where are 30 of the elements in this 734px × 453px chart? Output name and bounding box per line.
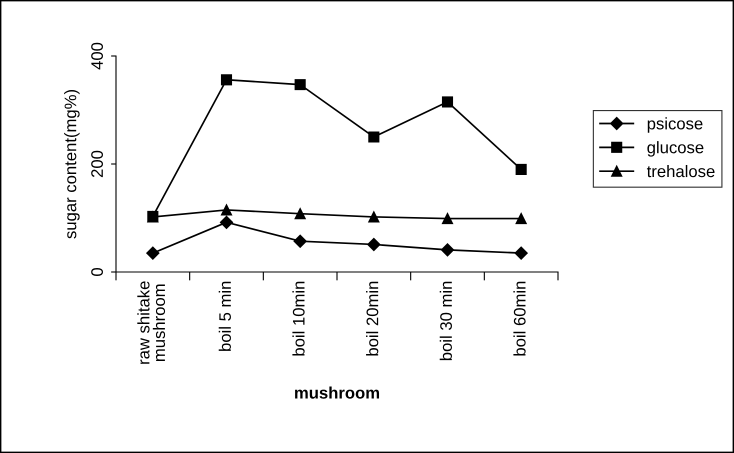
- point: [516, 212, 527, 224]
- point: [220, 74, 232, 86]
- point: [516, 164, 527, 175]
- y-tick-label: 200: [91, 150, 103, 178]
- legend-label: trehalose: [646, 164, 715, 178]
- point: [294, 208, 306, 220]
- point: [367, 238, 380, 252]
- point: [368, 131, 380, 143]
- y-axis-title: sugar content(mg%): [64, 90, 80, 239]
- x-axis-title: mushroom: [295, 386, 380, 399]
- y-tick-label: 0: [91, 268, 103, 276]
- legend-label: psicose: [648, 117, 702, 133]
- x-tick-label: boil 60min: [513, 282, 526, 356]
- x-tick-label: boil 10min: [292, 282, 305, 356]
- x-tick-label: boil 20min: [366, 282, 378, 356]
- y-tick-label: 400: [91, 42, 103, 70]
- point: [442, 96, 454, 108]
- point: [220, 216, 234, 229]
- point: [368, 211, 380, 222]
- point: [514, 246, 528, 260]
- point: [442, 212, 454, 224]
- x-tick-label: boil 30 min: [440, 282, 452, 360]
- point: [294, 234, 307, 248]
- point: [440, 243, 454, 256]
- point: [146, 246, 160, 260]
- legend-label: glucose: [647, 141, 704, 157]
- x-tick-label: boil 5 min: [218, 282, 231, 351]
- x-tick-label: raw shitake mushroom: [137, 281, 166, 364]
- point: [220, 204, 232, 216]
- point: [294, 79, 306, 90]
